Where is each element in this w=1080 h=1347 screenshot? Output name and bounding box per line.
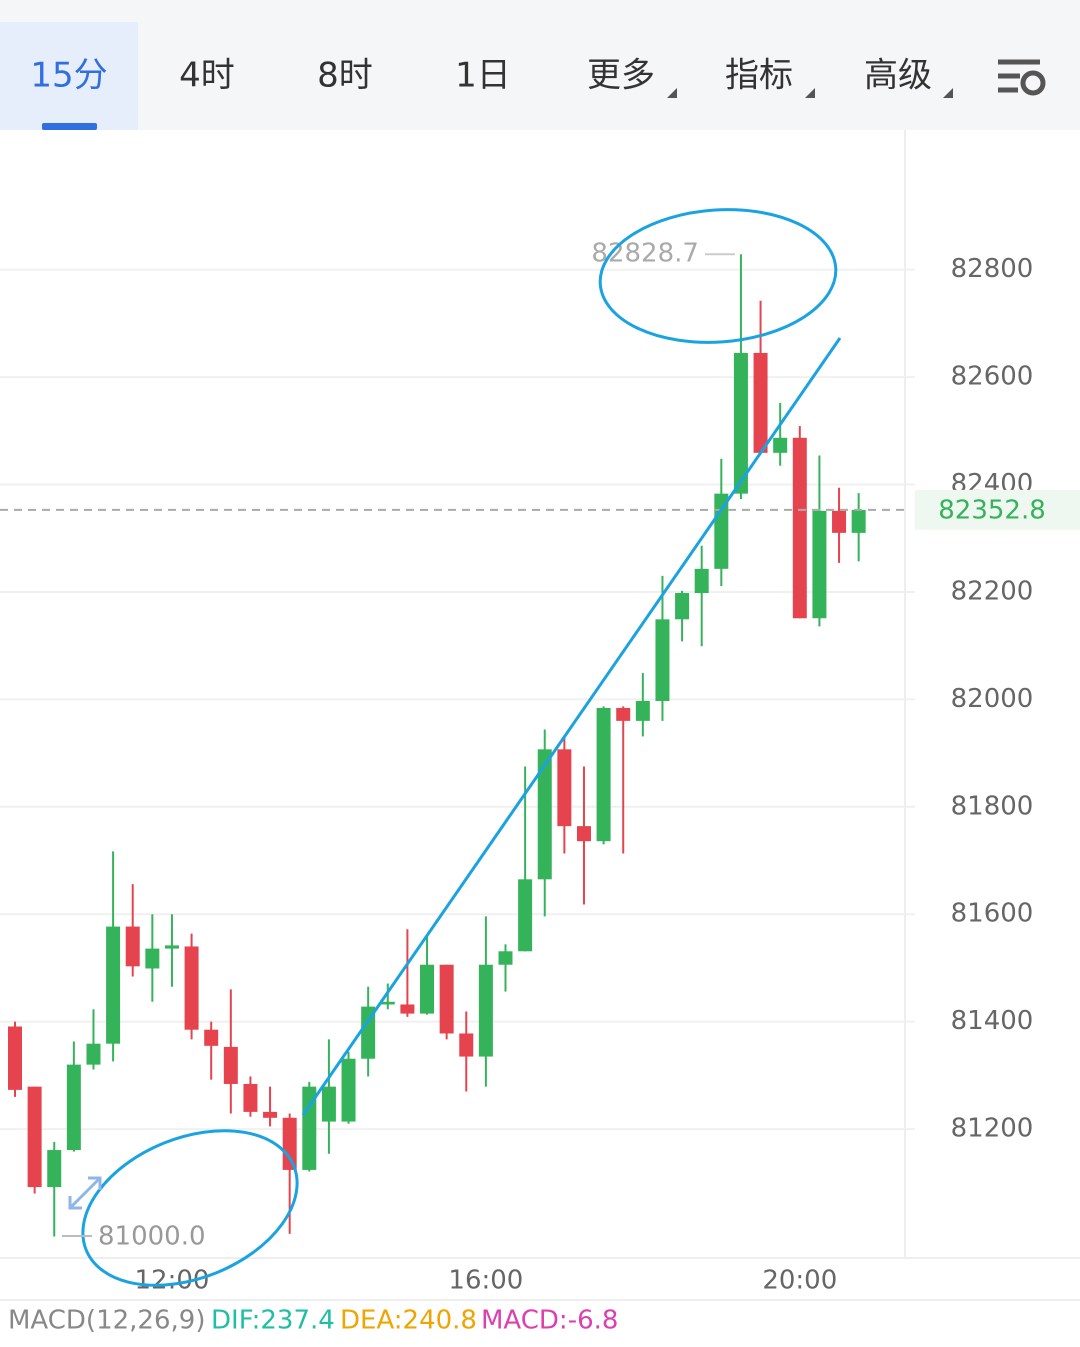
tab[interactable]: 指标 (725, 56, 793, 96)
user-drawings (81, 208, 842, 1287)
candle-body (557, 749, 572, 827)
macd-name: MACD(12,26,9) (8, 1306, 205, 1336)
candle-body (733, 352, 748, 494)
candle-body (616, 707, 631, 721)
tab[interactable]: 15分 (30, 56, 107, 96)
candle-body (694, 568, 709, 594)
candle-body (361, 1006, 376, 1059)
candle-body (263, 1111, 278, 1118)
y-tick-label: 81200 (951, 1114, 1034, 1144)
last-price-box (915, 489, 1080, 530)
candle-body (125, 926, 140, 967)
candle-body (439, 964, 454, 1034)
candle-body (498, 951, 513, 965)
low-label: 81000.0 (98, 1222, 206, 1252)
candle-body (812, 510, 827, 619)
candle-body (341, 1058, 356, 1122)
candle-body (223, 1046, 238, 1084)
candle-body (635, 700, 650, 721)
tab[interactable]: 高级 (864, 56, 932, 96)
macd-dea: DEA:240.8 (340, 1306, 477, 1336)
candle-body (47, 1150, 62, 1188)
candle-body (27, 1086, 42, 1188)
tab[interactable]: 1日 (455, 56, 511, 96)
candle-body (655, 619, 670, 701)
candle-body (66, 1064, 81, 1151)
y-tick-label: 81800 (951, 791, 1034, 821)
macd-dif: DIF:237.4 (211, 1306, 335, 1336)
y-tick-label: 82200 (951, 576, 1034, 606)
candle-body (576, 826, 591, 842)
candle-body (243, 1083, 258, 1112)
candle-body (164, 945, 179, 949)
y-tick-label: 81600 (951, 899, 1034, 929)
y-tick-label: 82800 (951, 254, 1034, 284)
candle-body (106, 926, 121, 1044)
y-tick-label: 82600 (951, 362, 1034, 392)
candle-body (145, 948, 160, 969)
last-price-label: 82352.8 (938, 495, 1046, 525)
candle-body (400, 1004, 415, 1014)
candle-body (86, 1043, 101, 1065)
y-tick-label: 81400 (951, 1006, 1034, 1036)
candle-body (851, 509, 866, 533)
candle-body (459, 1033, 474, 1057)
candle-body (302, 1086, 317, 1170)
candle-body (773, 437, 788, 453)
active-tab (0, 22, 138, 130)
tab-indicator (42, 123, 97, 130)
macd-hist: MACD:-6.8 (481, 1306, 618, 1336)
candle-body (380, 1001, 395, 1005)
tab[interactable]: 8时 (317, 56, 373, 96)
toolbar (0, 0, 1080, 130)
candle-body (478, 964, 493, 1057)
candle-body (420, 964, 435, 1014)
candle-body (282, 1117, 297, 1170)
high-label: 82828.7 (591, 239, 699, 269)
candle-body (204, 1029, 219, 1046)
tab[interactable]: 更多 (587, 56, 655, 96)
candle-body (753, 352, 768, 453)
x-tick-label: 20:00 (762, 1266, 837, 1296)
dropdown-arrows (667, 88, 953, 98)
tab[interactable]: 4时 (179, 56, 235, 96)
candle-body (832, 510, 847, 533)
candle-body (184, 946, 199, 1030)
settings-icon[interactable] (998, 59, 1046, 96)
candle-body (8, 1026, 22, 1090)
candle-body (792, 437, 807, 619)
y-tick-label: 82000 (951, 684, 1034, 714)
candle-body (321, 1086, 336, 1122)
candle-body (675, 593, 690, 620)
candle-body (596, 707, 611, 842)
candle-body (518, 879, 533, 952)
expand-icon[interactable] (68, 1176, 102, 1210)
candle-body (537, 749, 552, 880)
x-tick-label: 16:00 (448, 1266, 523, 1296)
